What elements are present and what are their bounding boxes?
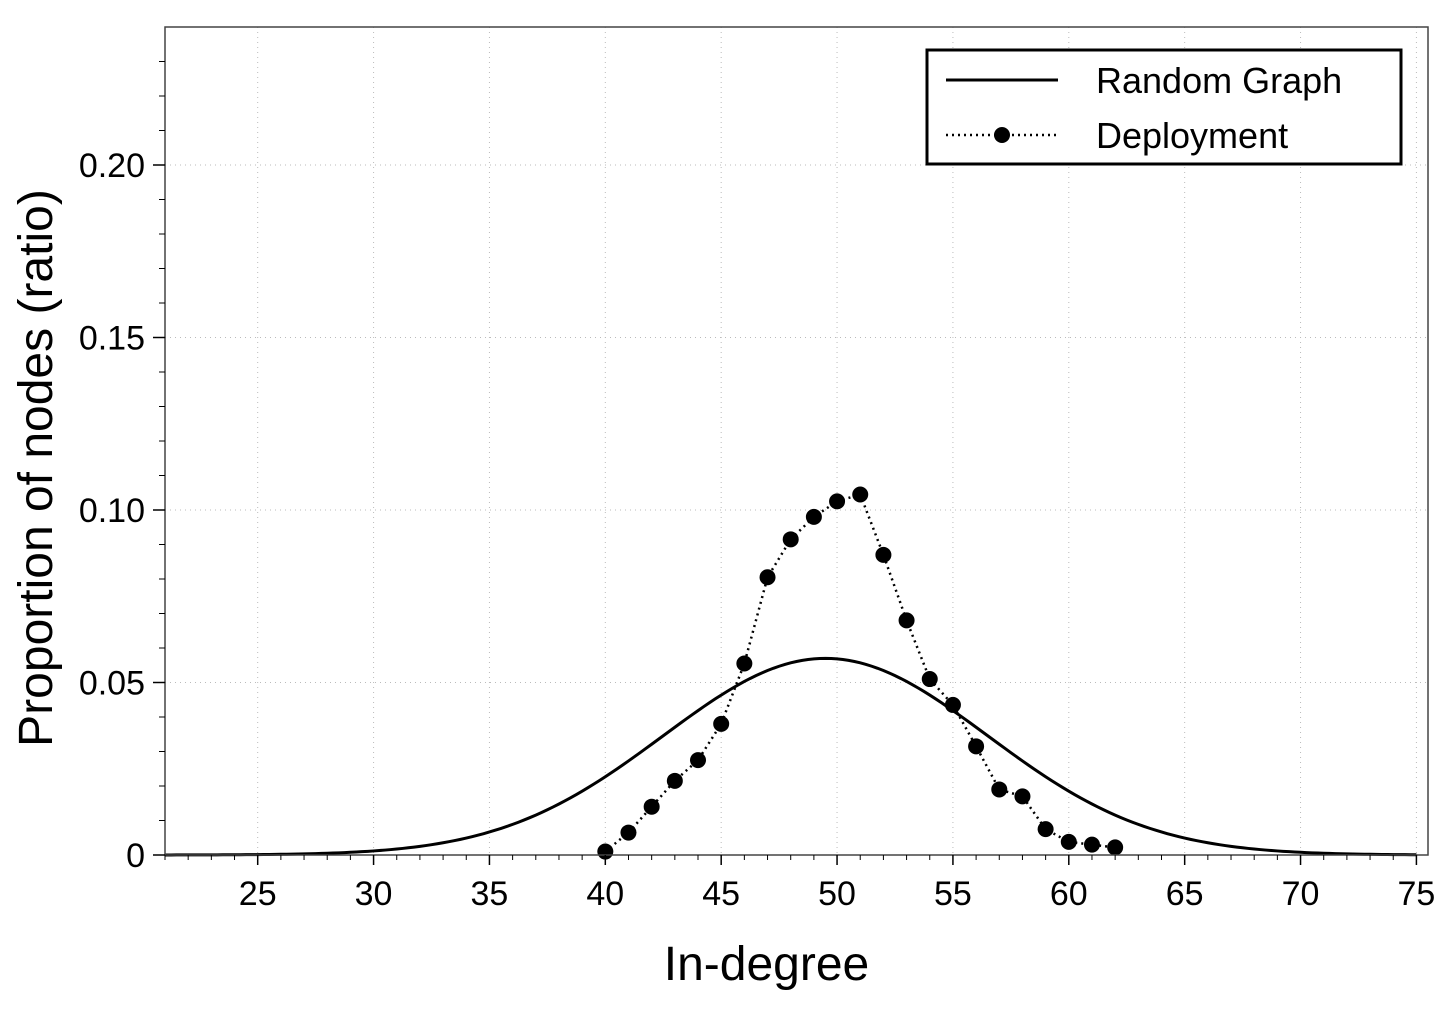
- y-tick-label: 0: [126, 837, 145, 875]
- x-tick-label: 70: [1282, 875, 1320, 913]
- series-deployment-point: [899, 612, 915, 628]
- legend-label-random-graph: Random Graph: [1096, 60, 1342, 101]
- series-random-graph-line: [165, 658, 1416, 855]
- y-axis-title: Proportion of nodes (ratio): [10, 189, 63, 747]
- x-tick-label: 55: [934, 875, 972, 913]
- series-deployment-point: [968, 738, 984, 754]
- series-deployment-point: [945, 697, 961, 713]
- y-tick-label: 0.05: [79, 665, 145, 703]
- series-deployment-point: [644, 799, 660, 815]
- series-deployment-point: [852, 486, 868, 502]
- series-deployment-point: [1084, 837, 1100, 853]
- series-deployment-point: [922, 671, 938, 687]
- x-tick-label: 60: [1050, 875, 1088, 913]
- axes: 25 30 35 40 45 50 55 60 65 70 75 0 0.05 0.10 0.15 0.20: [79, 62, 1436, 914]
- legend-label-deployment: Deployment: [1096, 115, 1288, 156]
- series-deployment-point: [783, 531, 799, 547]
- x-tick-label: 50: [818, 875, 856, 913]
- series-deployment-point: [1014, 788, 1030, 804]
- plot-area: [165, 486, 1416, 859]
- series-deployment-point: [1107, 839, 1123, 855]
- series-deployment-point: [1038, 821, 1054, 837]
- series-deployment-point: [1061, 834, 1077, 850]
- series-deployment-point: [760, 569, 776, 585]
- series-deployment-point: [806, 509, 822, 525]
- series-deployment-point: [713, 716, 729, 732]
- y-tick-label: 0.10: [79, 492, 145, 530]
- series-deployment-line: [605, 494, 1115, 851]
- x-tick-label: 45: [702, 875, 740, 913]
- x-axis-title: In-degree: [664, 938, 869, 991]
- y-tick-label: 0.15: [79, 320, 145, 358]
- series-deployment-point: [829, 493, 845, 509]
- x-tick-label: 30: [355, 875, 393, 913]
- legend-marker-deployment: [994, 127, 1010, 143]
- series-deployment-point: [690, 752, 706, 768]
- series-deployment-point: [991, 781, 1007, 797]
- series-deployment-point: [875, 547, 891, 563]
- x-tick-label: 25: [239, 875, 277, 913]
- series-deployment-point: [736, 656, 752, 672]
- x-tick-label: 75: [1397, 875, 1435, 913]
- series-deployment-point: [620, 825, 636, 841]
- series-deployment-point: [667, 773, 683, 789]
- y-tick-label: 0.20: [79, 147, 145, 185]
- x-tick-label: 40: [586, 875, 624, 913]
- x-tick-label: 65: [1166, 875, 1204, 913]
- x-tick-label: 35: [471, 875, 509, 913]
- legend: Random Graph Deployment: [927, 50, 1401, 164]
